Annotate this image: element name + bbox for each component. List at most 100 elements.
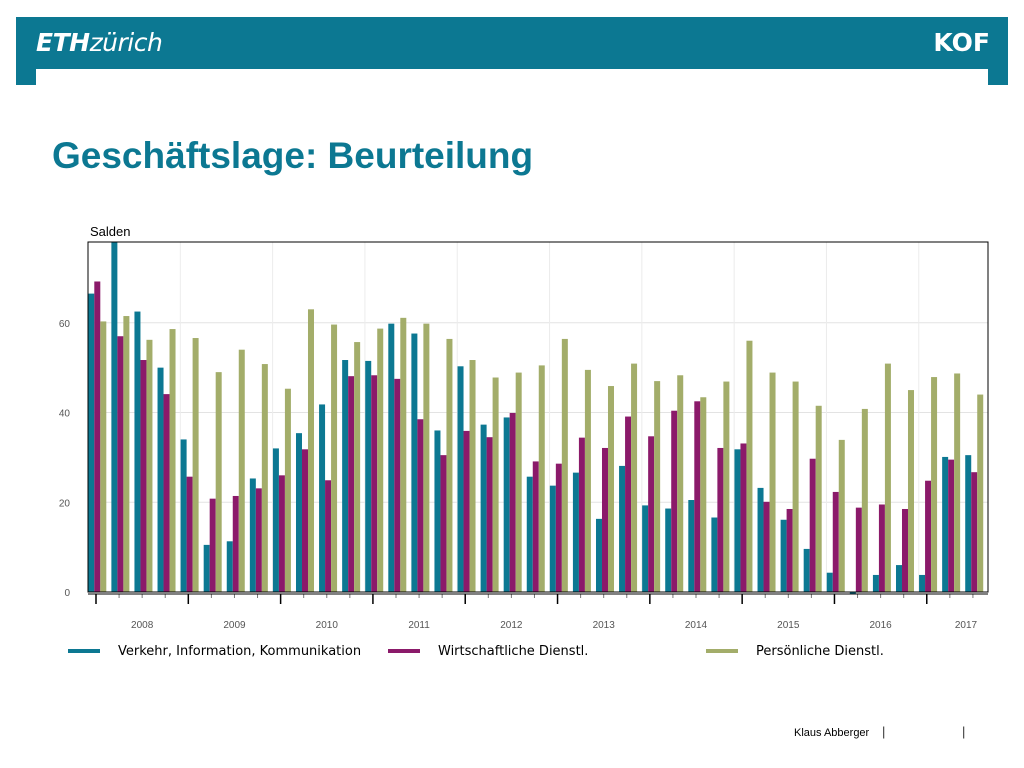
- x-tick-label: 2010: [316, 620, 339, 631]
- bar: [538, 365, 545, 592]
- bar: [954, 373, 961, 592]
- y-tick-label: 0: [64, 588, 70, 599]
- bar: [123, 316, 130, 592]
- bar: [826, 572, 833, 592]
- x-tick-label: 2016: [869, 620, 892, 631]
- bar: [180, 439, 187, 592]
- bar: [584, 369, 591, 592]
- plot-frame: [87, 241, 989, 593]
- bar: [503, 417, 510, 592]
- header-leg-right: [988, 69, 1008, 85]
- axis-layer: 0 20 40 60 2008 2009 2010 2011 2012 2013 2014 2015 2…: [59, 241, 989, 631]
- page-title: Geschäftslage: Beurteilung: [52, 135, 534, 176]
- bar: [325, 480, 332, 592]
- footer-separator-1: |: [882, 724, 886, 739]
- bar: [295, 433, 302, 592]
- bar: [400, 317, 407, 592]
- bar: [209, 498, 216, 592]
- x-tick-label: 2008: [131, 620, 154, 631]
- eth-logo[interactable]: ETHzürich: [36, 28, 163, 57]
- bar: [342, 360, 349, 592]
- footer-separator-2: |: [962, 724, 966, 739]
- eth-logo-bold: ETH: [36, 28, 90, 57]
- kof-logo[interactable]: KOF: [933, 28, 990, 57]
- bar: [526, 476, 533, 592]
- bar: [740, 443, 747, 592]
- bar: [140, 360, 147, 592]
- bar: [377, 328, 384, 592]
- bar: [809, 458, 816, 592]
- bar: [261, 364, 268, 592]
- bar: [763, 501, 770, 592]
- bar: [965, 455, 972, 592]
- bar: [884, 363, 891, 592]
- bar: [388, 323, 395, 592]
- bar: [100, 321, 107, 592]
- bar: [354, 342, 361, 592]
- bar: [803, 548, 810, 592]
- bar: [838, 439, 845, 592]
- bar: [549, 485, 556, 592]
- bar: [515, 372, 522, 592]
- bar: [146, 339, 153, 592]
- bar: [757, 487, 764, 592]
- bar: [157, 367, 164, 592]
- bar: [780, 519, 787, 592]
- bar: [665, 508, 672, 592]
- bar: [786, 508, 793, 592]
- bar: [111, 242, 118, 592]
- x-tick-label: 2014: [685, 620, 708, 631]
- bar: [446, 338, 453, 592]
- bar: [365, 360, 372, 592]
- header-bar: [16, 17, 1008, 69]
- bar: [792, 381, 799, 592]
- bar: [192, 338, 199, 592]
- y-tick-label: 40: [59, 409, 71, 420]
- legend-label: Wirtschaftliche Dienstl.: [438, 644, 588, 659]
- bar: [469, 360, 476, 592]
- y-tick-label: 20: [59, 498, 71, 509]
- bar: [769, 372, 776, 592]
- bar: [572, 472, 579, 592]
- bar: [895, 565, 902, 592]
- bar: [284, 388, 291, 592]
- bar: [654, 381, 661, 592]
- bar: [348, 376, 355, 592]
- bar: [815, 405, 822, 592]
- bar: [832, 491, 839, 592]
- bar: [734, 449, 741, 592]
- bar: [255, 488, 262, 592]
- bar: [492, 377, 499, 592]
- bar: [694, 401, 701, 592]
- y-tick-label: 60: [59, 319, 71, 330]
- bar: [278, 475, 285, 592]
- bar: [595, 518, 602, 592]
- bar: [878, 504, 885, 592]
- bar: [486, 437, 493, 592]
- bar: [648, 436, 655, 592]
- x-tick-label: 2017: [955, 620, 978, 631]
- bar: [671, 410, 678, 592]
- bar: [331, 324, 338, 592]
- bar: [619, 465, 626, 592]
- bars-layer: [88, 242, 984, 594]
- bar: [272, 448, 279, 592]
- bar: [601, 447, 608, 592]
- header-leg-left: [16, 69, 36, 85]
- bar: [117, 336, 124, 592]
- bar: [855, 507, 862, 592]
- bar: [925, 480, 932, 592]
- bar: [186, 476, 193, 592]
- bar: [849, 592, 856, 594]
- bar: [203, 544, 210, 592]
- bar: [861, 408, 868, 592]
- footer-author: Klaus Abberger: [794, 727, 870, 739]
- x-tick-label: 2013: [593, 620, 616, 631]
- bar: [440, 455, 447, 592]
- bar: [88, 293, 95, 592]
- bar: [169, 329, 176, 592]
- bar: [907, 390, 914, 592]
- eth-logo-rest: zürich: [89, 28, 163, 57]
- bar: [480, 424, 487, 592]
